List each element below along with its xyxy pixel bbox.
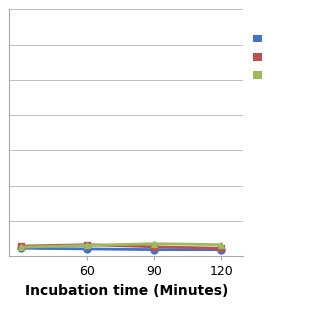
X-axis label: Incubation time (Minutes): Incubation time (Minutes) bbox=[25, 283, 228, 298]
Legend: , , : , , bbox=[253, 34, 264, 81]
